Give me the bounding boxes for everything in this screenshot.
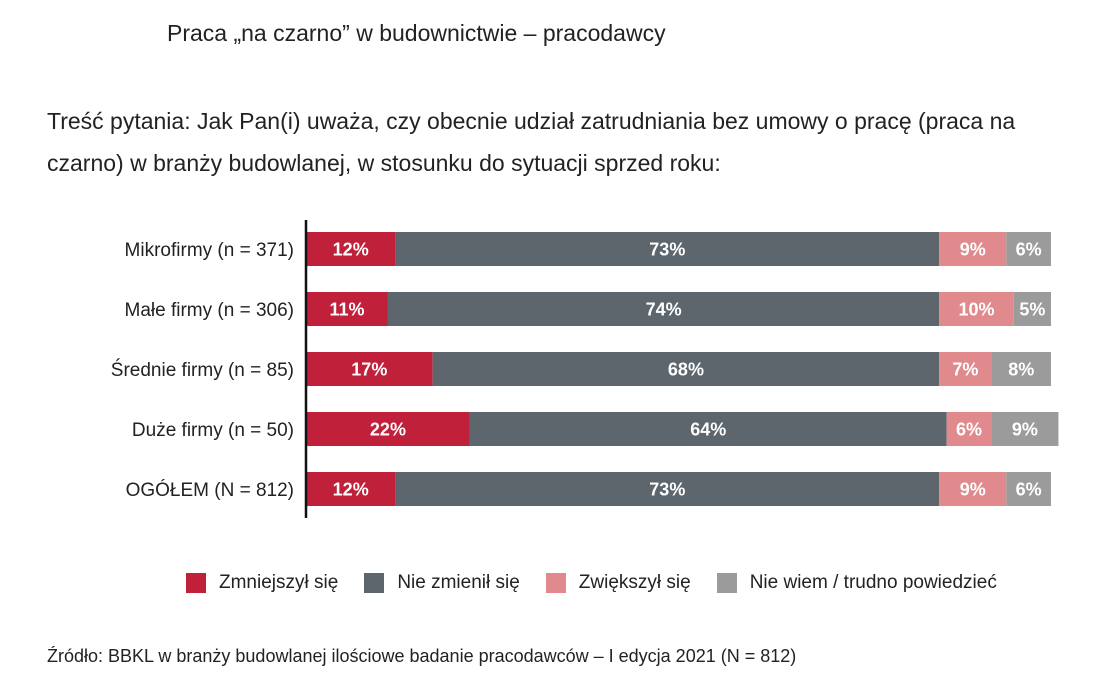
data-label: 17% xyxy=(351,360,387,380)
bar-segment-decreased xyxy=(306,232,396,266)
data-label: 64% xyxy=(690,420,726,440)
bar-segment-unchanged xyxy=(432,352,940,386)
data-label: 6% xyxy=(956,420,982,440)
data-label: 6% xyxy=(1016,240,1042,260)
bar-segment-unchanged xyxy=(469,412,947,446)
legend-swatch xyxy=(716,573,737,593)
source-note: Źródło: BBKL w branży budowlanej ilościo… xyxy=(47,646,797,666)
data-label: 7% xyxy=(952,360,978,380)
legend-label: Zmniejszył się xyxy=(219,572,339,593)
bar-segment-decreased xyxy=(306,472,396,506)
category-label: Mikrofirmy (n = 371) xyxy=(125,240,294,261)
bar-segment-decreased xyxy=(306,412,470,446)
chart-legend: Zmniejszył się Nie zmienił się Zwiększył… xyxy=(186,572,1023,594)
category-label: OGÓŁEM (N = 812) xyxy=(126,479,294,501)
bar-segment-unchanged xyxy=(395,232,940,266)
bar-segment-increased xyxy=(946,412,992,446)
data-label: 9% xyxy=(960,240,986,260)
data-label: 8% xyxy=(1008,360,1034,380)
legend-label: Zwiększył się xyxy=(578,572,691,593)
legend-swatch xyxy=(545,573,566,593)
legend-item-unchanged: Nie zmienił się xyxy=(364,572,520,594)
category-label: Średnie firmy (n = 85) xyxy=(111,359,294,381)
data-label: 12% xyxy=(333,240,369,260)
data-label: 5% xyxy=(1019,300,1045,320)
legend-item-increased: Zwiększył się xyxy=(545,572,691,594)
stacked-bar-chart: Mikrofirmy (n = 371) 12% 73% 9% 6% Małe firmy… xyxy=(111,220,1059,518)
legend-item-dont-know: Nie wiem / trudno powiedzieć xyxy=(716,572,997,594)
data-label: 9% xyxy=(1012,420,1038,440)
data-label: 74% xyxy=(646,300,682,320)
bar-segment-increased xyxy=(939,472,1007,506)
data-label: 9% xyxy=(960,480,986,500)
bar-segment-dont_know xyxy=(991,352,1051,386)
data-label: 12% xyxy=(333,480,369,500)
bar-segment-dont_know xyxy=(1006,232,1051,266)
legend-label: Nie wiem / trudno powiedzieć xyxy=(749,572,997,593)
bar-segment-dont_know xyxy=(1013,292,1051,326)
data-label: 10% xyxy=(958,300,994,320)
data-label: 68% xyxy=(668,360,704,380)
data-label: 6% xyxy=(1016,480,1042,500)
bar-segment-unchanged xyxy=(395,472,940,506)
category-label: Duże firmy (n = 50) xyxy=(132,420,294,441)
data-label: 22% xyxy=(370,420,406,440)
bar-segment-dont_know xyxy=(991,412,1059,446)
category-label: Małe firmy (n = 306) xyxy=(125,300,294,321)
bar-segment-unchanged xyxy=(387,292,940,326)
legend-label: Nie zmienił się xyxy=(397,572,520,593)
data-label: 73% xyxy=(649,240,685,260)
legend-swatch xyxy=(186,573,206,593)
chart-title: Praca „na czarno” w budownictwie – praco… xyxy=(167,20,666,46)
data-label: 11% xyxy=(329,300,364,320)
bar-segment-increased xyxy=(939,232,1007,266)
question-text: Treść pytania: Jak Pan(i) uważa, czy obe… xyxy=(47,108,1016,176)
bar-segment-decreased xyxy=(306,352,433,386)
data-label: 73% xyxy=(649,480,685,500)
bar-segment-increased xyxy=(939,352,992,386)
bar-segment-dont_know xyxy=(1006,472,1051,506)
bar-segment-increased xyxy=(939,292,1014,326)
bar-segment-decreased xyxy=(306,292,388,326)
legend-swatch xyxy=(364,573,385,593)
legend-item-decreased: Zmniejszył się xyxy=(186,572,338,594)
